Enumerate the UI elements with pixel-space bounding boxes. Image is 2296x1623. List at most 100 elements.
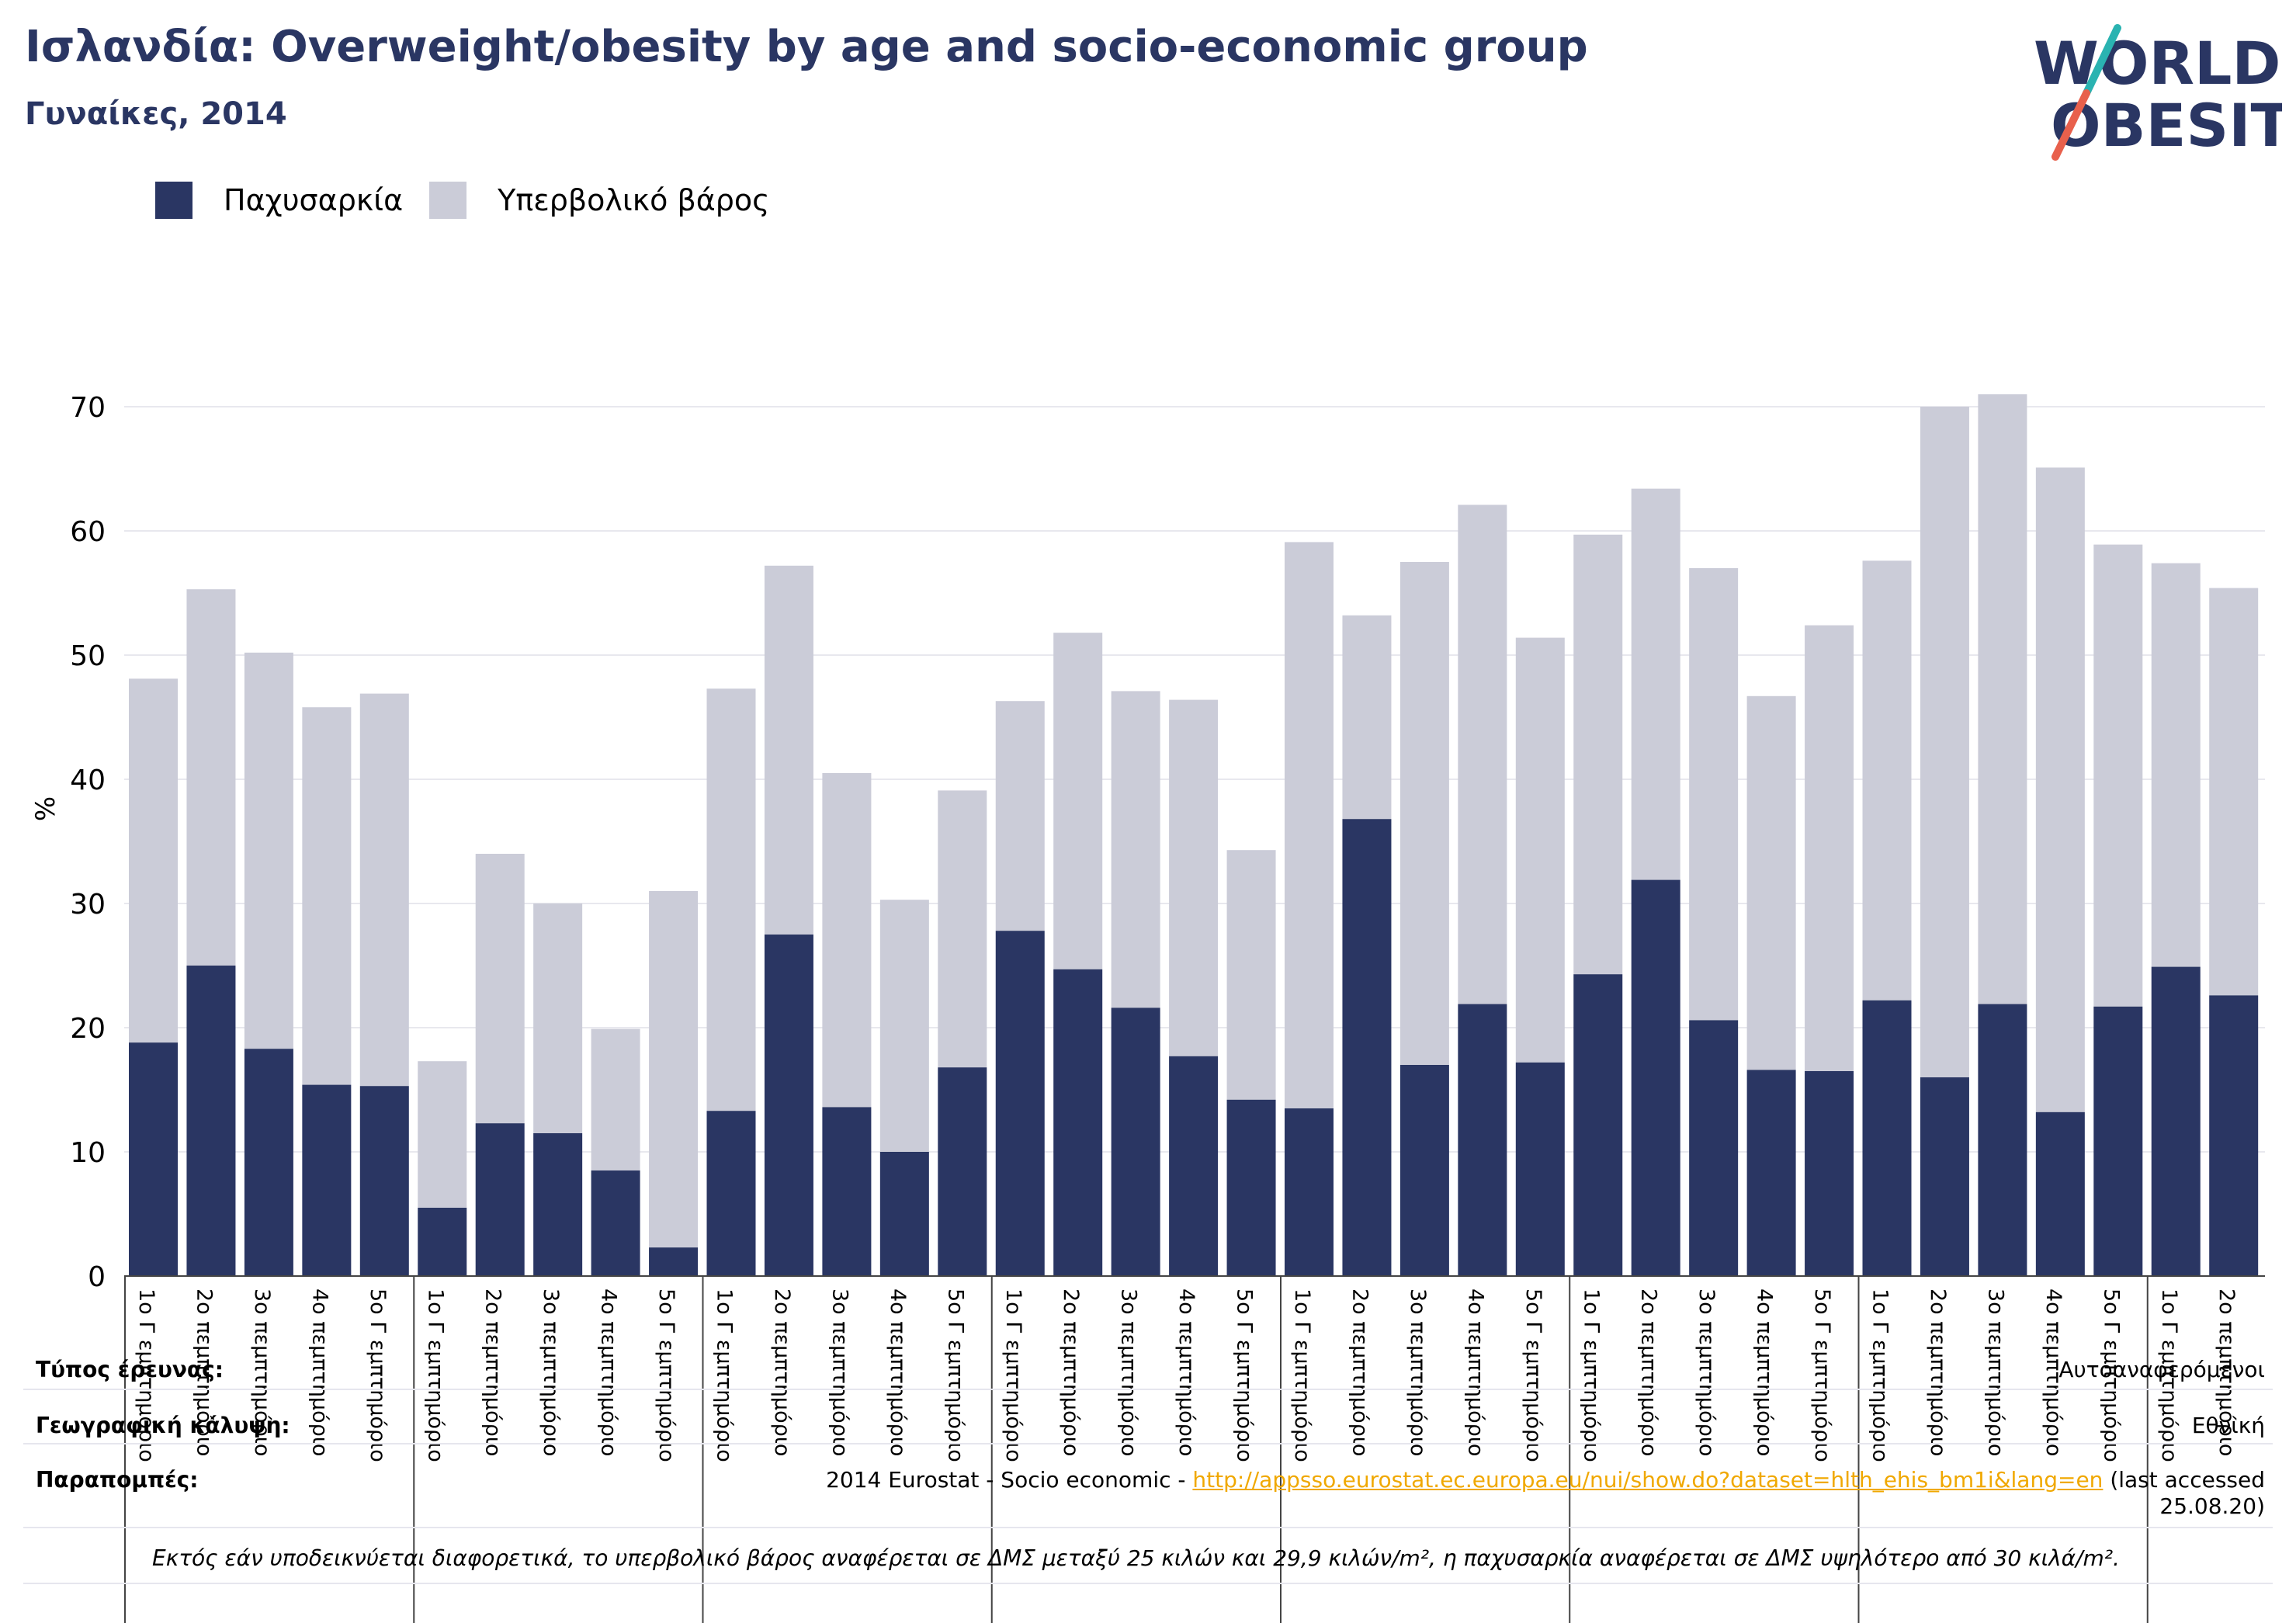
y-tick-label: 20 bbox=[70, 1013, 106, 1045]
bar-obesity-26 bbox=[1573, 974, 1623, 1276]
logo-word-world: WORLD bbox=[2034, 29, 2280, 98]
bar-obesity-4 bbox=[302, 1084, 352, 1276]
bar-obesity-28 bbox=[1689, 1020, 1739, 1276]
bar-overweight-12 bbox=[764, 565, 813, 935]
bar-overweight-23 bbox=[1399, 562, 1449, 1065]
bar-overweight-24 bbox=[1458, 505, 1507, 1004]
legend-swatch-obesity bbox=[155, 182, 192, 219]
references-suffix: (last accessed bbox=[2103, 1467, 2265, 1493]
x-tick-label: 1ο Γ εμπτημόριο bbox=[1868, 1288, 1892, 1462]
bar-obesity-8 bbox=[533, 1133, 583, 1276]
y-tick-label: 30 bbox=[70, 889, 106, 921]
bar-overweight-10 bbox=[649, 891, 699, 1248]
world-obesity-logo: WORLD OBESITY bbox=[2034, 24, 2282, 161]
references-label: Παραπομπές: bbox=[36, 1467, 199, 1493]
x-tick-label: 1ο Γ εμπτημόριο bbox=[423, 1288, 447, 1462]
x-tick-label: 5ο Γ εμπτημόριο bbox=[1810, 1288, 1834, 1462]
bar-obesity-33 bbox=[1978, 1004, 2027, 1276]
bar-obesity-18 bbox=[1111, 1007, 1160, 1276]
references-text: 2014 Eurostat - Socio economic - http://… bbox=[826, 1467, 2265, 1493]
bar-overweight-15 bbox=[938, 790, 987, 1068]
bar-obesity-22 bbox=[1342, 819, 1392, 1276]
x-axis: 1ο Γ εμπτημόριο 2ο πεμπτημόριο 3ο πεμπτημό… bbox=[124, 1275, 2265, 1462]
bar-obesity-19 bbox=[1169, 1056, 1219, 1276]
bar-obesity-29 bbox=[1746, 1070, 1796, 1276]
definition-note: Εκτός εάν υποδεικνύεται διαφορετικά, το … bbox=[152, 1545, 2120, 1571]
x-tick-label: 2ο πεμπτημόριο bbox=[2214, 1288, 2239, 1456]
bar-obesity-25 bbox=[1515, 1062, 1565, 1276]
logo-slash-top bbox=[2083, 24, 2121, 97]
bar-overweight-14 bbox=[879, 900, 929, 1152]
bar-overweight-13 bbox=[822, 773, 872, 1108]
y-tick-label: 60 bbox=[70, 516, 106, 548]
bar-obesity-9 bbox=[591, 1170, 640, 1276]
bar-obesity-35 bbox=[2093, 1006, 2143, 1276]
bar-obesity-27 bbox=[1631, 879, 1680, 1276]
x-tick-label: 5ο Γ εμπτημόριο bbox=[366, 1288, 390, 1462]
x-tick-label: 2ο πεμπτημόριο bbox=[1637, 1288, 1661, 1456]
x-tick-label: 4ο πεμπτημόριο bbox=[1753, 1288, 1777, 1456]
bar-obesity-32 bbox=[1920, 1077, 1969, 1276]
x-tick-label: 3ο πεμπτημόριο bbox=[1983, 1288, 2007, 1456]
references-date: 25.08.20) bbox=[2159, 1493, 2265, 1519]
bar-overweight-21 bbox=[1285, 542, 1334, 1108]
x-tick-label: 5ο Γ εμπτημόριο bbox=[654, 1288, 678, 1462]
bar-overweight-33 bbox=[1978, 394, 2027, 1004]
x-tick-label: 1ο Γ εμπτημόριο bbox=[134, 1288, 158, 1462]
x-tick-label: 4ο πεμπτημόριο bbox=[597, 1288, 621, 1456]
x-tick-label: 2ο πεμπτημόριο bbox=[770, 1288, 794, 1456]
x-tick-label: 5ο Γ εμπτημόριο bbox=[1233, 1288, 1257, 1462]
bar-obesity-37 bbox=[2209, 995, 2259, 1276]
bar-overweight-30 bbox=[1805, 625, 1854, 1071]
footer-lines bbox=[23, 1276, 2273, 1623]
chart-title: Ισλανδία: Overweight/obesity by age and … bbox=[25, 22, 1588, 72]
x-tick-label: 3ο πεμπτημόριο bbox=[827, 1288, 851, 1456]
bar-overweight-1 bbox=[129, 678, 178, 1043]
bar-overweight-25 bbox=[1515, 637, 1565, 1063]
x-tick-label: 3ο πεμπτημόριο bbox=[1694, 1288, 1719, 1456]
bar-obesity-6 bbox=[418, 1208, 467, 1276]
bar-overweight-32 bbox=[1920, 407, 1969, 1077]
x-tick-label: 2ο πεμπτημόριο bbox=[192, 1288, 216, 1456]
bar-obesity-34 bbox=[2035, 1111, 2085, 1276]
legend-swatch-overweight bbox=[429, 182, 467, 219]
bar-overweight-29 bbox=[1746, 695, 1796, 1070]
bar-overweight-17 bbox=[1053, 633, 1103, 969]
bar-overweight-26 bbox=[1573, 534, 1623, 975]
bar-obesity-20 bbox=[1226, 1099, 1276, 1276]
bar-overweight-2 bbox=[186, 589, 236, 966]
bar-overweight-9 bbox=[591, 1028, 640, 1170]
x-tick-label: 2ο πεμπτημόριο bbox=[1059, 1288, 1083, 1456]
x-tick-label: 1ο Γ εμπτημόριο bbox=[1579, 1288, 1603, 1462]
logo-word-obesity: OBESITY bbox=[2051, 91, 2282, 160]
y-axis-label: % bbox=[30, 796, 61, 821]
references-prefix: 2014 Eurostat - Socio economic - bbox=[826, 1467, 1193, 1493]
x-tick-label: 3ο πεμπτημόριο bbox=[539, 1288, 563, 1456]
x-tick-label: 5ο Γ εμπτημόριο bbox=[2099, 1288, 2123, 1462]
x-tick-label: 4ο πεμπτημόριο bbox=[1174, 1288, 1198, 1456]
bar-obesity-24 bbox=[1458, 1004, 1507, 1276]
x-tick-label: 1ο Γ εμπτημόριο bbox=[1001, 1288, 1025, 1462]
bar-overweight-35 bbox=[2093, 544, 2143, 1007]
survey-type-label: Τύπος έρευνας: bbox=[36, 1357, 224, 1382]
bar-overweight-27 bbox=[1631, 488, 1680, 880]
bar-overweight-36 bbox=[2151, 563, 2201, 967]
bar-overweight-5 bbox=[359, 693, 409, 1087]
y-tick-label: 40 bbox=[70, 765, 106, 796]
bar-obesity-2 bbox=[186, 966, 236, 1276]
bar-overweight-22 bbox=[1342, 615, 1392, 820]
legend-label-obesity: Παχυσαρκία bbox=[224, 183, 404, 217]
x-tick-label: 5ο Γ εμπτημόριο bbox=[943, 1288, 967, 1462]
survey-type-value: Αυτοαναφερόμενοι bbox=[2058, 1357, 2265, 1382]
x-tick-label: 1ο Γ εμπτημόριο bbox=[713, 1288, 737, 1462]
bar-obesity-21 bbox=[1285, 1108, 1334, 1276]
bar-obesity-7 bbox=[475, 1123, 525, 1276]
bar-overweight-28 bbox=[1689, 568, 1739, 1021]
bar-obesity-5 bbox=[359, 1086, 409, 1276]
bar-obesity-15 bbox=[938, 1067, 987, 1276]
bar-overweight-18 bbox=[1111, 691, 1160, 1008]
references-link[interactable]: http://appsso.eurostat.ec.europa.eu/nui/… bbox=[1192, 1467, 2104, 1493]
legend-label-overweight: Υπερβολικό βάρος bbox=[498, 183, 770, 217]
x-tick-label: 3ο πεμπτημόριο bbox=[1117, 1288, 1141, 1456]
